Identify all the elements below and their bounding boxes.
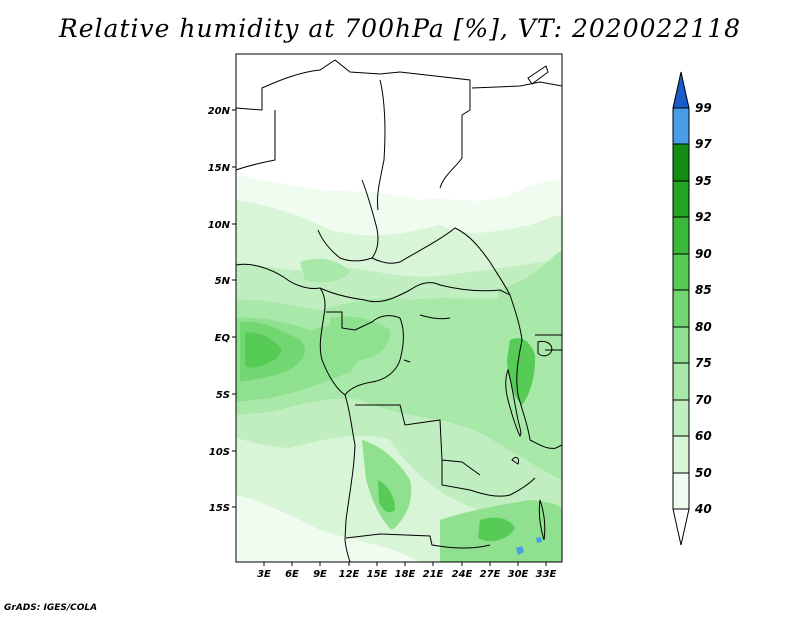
lake-malawi bbox=[538, 499, 546, 541]
humidity-85-region bbox=[245, 332, 282, 368]
border-zambia bbox=[441, 460, 536, 497]
lon-label-6e: 6E bbox=[285, 569, 299, 580]
colorbar-label-99: 99 bbox=[695, 101, 712, 115]
border-tanzania bbox=[529, 334, 562, 449]
colorbar-label-80: 80 bbox=[695, 320, 712, 334]
lon-label-33e: 33E bbox=[536, 569, 557, 580]
border-gabon bbox=[326, 311, 401, 331]
lon-label-9e: 9E bbox=[313, 569, 327, 580]
colorbar-bin-80-85 bbox=[672, 289, 690, 328]
angola-85-region bbox=[378, 480, 395, 513]
border-angola-n bbox=[355, 404, 481, 476]
angola-75-region bbox=[362, 440, 412, 530]
river-outline bbox=[403, 314, 519, 465]
colorbar-bin-50-60 bbox=[672, 435, 690, 474]
colorbar-high-arrow bbox=[672, 71, 690, 109]
colorbar-bin-90-92 bbox=[672, 216, 690, 255]
latitude-axis: 20N 15N 10N 5N EQ 5S 10S 15S bbox=[208, 106, 236, 514]
longitude-axis: 3E 6E 9E 12E 15E 18E 21E 24E 27E 30E 33E bbox=[257, 562, 557, 580]
border-namibia bbox=[345, 533, 491, 549]
lon-label-15e: 15E bbox=[367, 569, 388, 580]
colorbar-bin-40-50 bbox=[672, 472, 690, 510]
lon-label-21e: 21E bbox=[423, 569, 444, 580]
lon-label-27e: 27E bbox=[480, 569, 501, 580]
colorbar-label-50: 50 bbox=[695, 466, 712, 480]
colorbar-low-arrow bbox=[672, 508, 690, 546]
border-car bbox=[371, 227, 511, 296]
colorbar-bin-92-95 bbox=[672, 180, 690, 218]
colorbar: 40 50 60 70 75 80 85 90 92 95 97 99 bbox=[672, 71, 712, 546]
colorbar-label-75: 75 bbox=[695, 356, 712, 370]
lat-label-5s: 5S bbox=[216, 390, 230, 401]
country-borders bbox=[236, 59, 562, 562]
humidity-97-spot bbox=[516, 546, 524, 555]
lat-label-15s: 15S bbox=[209, 503, 230, 514]
lon-label-24e: 24E bbox=[452, 569, 473, 580]
border-drc-east bbox=[509, 294, 531, 441]
colorbar-label-95: 95 bbox=[695, 174, 712, 188]
colorbar-bin-75-80 bbox=[672, 326, 690, 364]
lat-label-20n: 20N bbox=[208, 106, 231, 117]
colorbar-label-85: 85 bbox=[695, 283, 712, 297]
chart-title: Relative humidity at 700hPa [%], VT: 202… bbox=[58, 14, 742, 43]
colorbar-label-90: 90 bbox=[695, 247, 712, 261]
lat-label-eq: EQ bbox=[215, 333, 231, 344]
lat-label-10n: 10N bbox=[208, 220, 231, 231]
nile-island bbox=[527, 65, 549, 85]
coastline bbox=[236, 263, 356, 562]
lon-label-12e: 12E bbox=[339, 569, 360, 580]
colorbar-bin-60-70 bbox=[672, 399, 690, 437]
grads-credit: GrADS: IGES/COLA bbox=[4, 603, 98, 613]
lat-label-10s: 10S bbox=[209, 447, 230, 458]
lon-label-18e: 18E bbox=[395, 569, 416, 580]
cameroon-70-region bbox=[300, 258, 350, 283]
colorbar-label-40: 40 bbox=[694, 502, 712, 516]
colorbar-label-97: 97 bbox=[695, 137, 712, 151]
red-sea-coast bbox=[471, 81, 562, 89]
colorbar-bin-85-90 bbox=[672, 253, 690, 291]
colorbar-label-60: 60 bbox=[695, 429, 712, 443]
lon-label-30e: 30E bbox=[508, 569, 529, 580]
border-congo-n bbox=[319, 282, 511, 303]
congo-basin-75-region bbox=[330, 316, 391, 360]
east-african-85-region bbox=[507, 338, 536, 405]
humidity-field bbox=[236, 54, 562, 562]
map-frame bbox=[235, 53, 563, 563]
border-drc-west bbox=[344, 317, 404, 396]
colorbar-label-70: 70 bbox=[695, 393, 712, 407]
colorbar-label-92: 92 bbox=[695, 210, 712, 224]
border-north-1 bbox=[236, 59, 471, 189]
colorbar-bin-97-99 bbox=[672, 107, 690, 145]
lake-victoria bbox=[537, 340, 553, 357]
lon-label-3e: 3E bbox=[257, 569, 271, 580]
lat-label-15n: 15N bbox=[208, 163, 231, 174]
humidity-97-spot-2 bbox=[536, 537, 542, 543]
border-north-2 bbox=[236, 79, 386, 211]
zambia-85-region bbox=[478, 517, 515, 542]
colorbar-bin-70-75 bbox=[672, 362, 690, 401]
lat-label-5n: 5N bbox=[215, 276, 231, 287]
colorbar-bin-95-97 bbox=[672, 143, 690, 182]
lake-tanganyika bbox=[505, 368, 522, 437]
